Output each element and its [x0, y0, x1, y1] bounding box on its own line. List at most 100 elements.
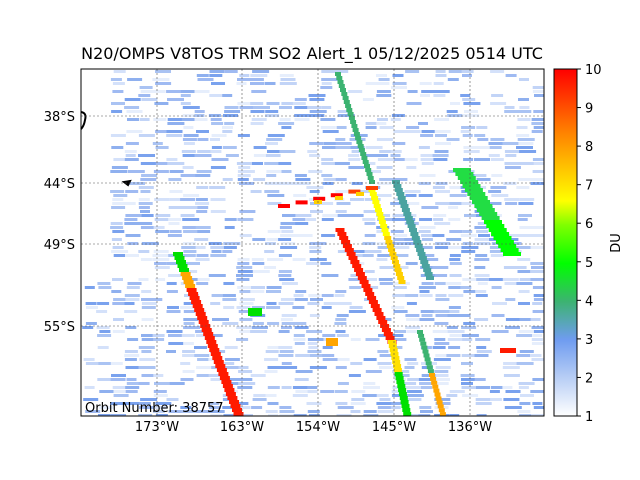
swath-pixel [393, 238, 406, 241]
swath-pixel [208, 374, 223, 377]
swath-pixel [516, 126, 528, 129]
swath-pixel [418, 414, 431, 416]
colorbar-tick-label: 7 [585, 179, 593, 194]
swath-pixel [265, 394, 277, 397]
swath-pixel [252, 162, 263, 165]
swath-pixel [348, 256, 358, 260]
swath-pixel [475, 290, 487, 293]
swath-pixel [138, 198, 150, 201]
swath-pixel [282, 214, 298, 217]
swath-pixel [349, 306, 363, 309]
swath-pixel [532, 86, 544, 89]
swath-pixel [279, 74, 294, 77]
swath-pixel [84, 386, 95, 389]
swath-pixel [503, 398, 520, 401]
swath-pixel [138, 206, 150, 209]
swath-pixel [448, 70, 466, 73]
graticule [81, 69, 544, 416]
swath-pixel [266, 170, 284, 173]
swath-pixel [355, 272, 365, 276]
swath-pixel [141, 174, 158, 177]
swath-pixel [449, 258, 461, 261]
swath-pixel [197, 206, 209, 209]
swath-pixel [85, 322, 97, 325]
swath-pixel [348, 189, 361, 194]
swath-pixel [421, 386, 432, 389]
swath-pixel [86, 306, 98, 309]
swath-pixel [236, 378, 253, 381]
swath-pixel [140, 90, 158, 93]
swath-pixel [168, 178, 182, 181]
swath-pixel [189, 296, 200, 300]
swath-pixel [405, 294, 419, 297]
swath-pixel [181, 254, 196, 257]
swath-pixel [174, 256, 185, 260]
swath-pixel [166, 134, 183, 137]
swath-pixel [169, 230, 182, 233]
swath-pixel [361, 284, 371, 288]
swath-pixel [155, 162, 171, 165]
swath-pixel [335, 366, 347, 369]
swath-pixel [377, 406, 395, 409]
swath-pixel [208, 402, 220, 405]
swath-pixel [533, 406, 544, 409]
swath-pixel [222, 298, 237, 301]
swath-pixel [397, 384, 406, 388]
swath-pixel [407, 90, 418, 93]
swath-pixel [461, 70, 474, 73]
swath-pixel [293, 294, 304, 297]
swath-pixel [462, 230, 473, 233]
swath-pixel [113, 318, 124, 321]
swath-pixel [182, 276, 193, 280]
swath-pixel [489, 278, 503, 281]
swath-pixel [376, 74, 387, 77]
swath-pixel [463, 290, 478, 293]
swath-pixel [384, 236, 392, 240]
swath-pixel [182, 354, 196, 357]
swath-pixel [153, 226, 165, 229]
swath-pixel [264, 358, 279, 361]
swath-pixel [380, 324, 390, 328]
swath-pixel [362, 242, 376, 245]
swath-pixel [168, 334, 182, 337]
swath-pixel [278, 274, 292, 277]
swath-pixel [167, 118, 184, 121]
swath-pixel [183, 302, 197, 305]
swath-pixel [351, 214, 364, 217]
swath-pixel [138, 154, 155, 157]
swath-pixel [448, 306, 461, 309]
swath-pixel [421, 130, 437, 133]
swath-pixel [378, 82, 390, 85]
swath-pixel [237, 262, 250, 265]
swath-pixel [439, 412, 446, 416]
swath-pixel [534, 94, 544, 97]
swath-pixel [448, 346, 461, 349]
swath-pixel [449, 230, 463, 233]
swath-pixel [195, 198, 208, 201]
swath-pixel [153, 250, 169, 253]
swath-pixel [354, 268, 364, 272]
swath-pixel [377, 182, 392, 185]
swath-pixel [169, 198, 187, 201]
swath-pixel [448, 218, 461, 221]
swath-pixel [222, 94, 233, 97]
swath-pixel [309, 110, 327, 113]
swath-pixel [472, 200, 490, 204]
swath-pixel [397, 276, 405, 280]
swath-pixel [434, 118, 450, 121]
swath-pixel [516, 266, 527, 269]
swath-pixel [475, 146, 490, 149]
swath-pixel [532, 402, 543, 405]
swath-pixel [391, 242, 405, 245]
swath-pixel [99, 330, 111, 333]
swath-pixel [321, 174, 333, 177]
swath-pixel [169, 170, 184, 173]
swath-pixel [435, 242, 451, 245]
swath-pixel [197, 78, 214, 81]
swath-pixel [407, 378, 420, 381]
swath-pixel [434, 222, 451, 225]
swath-pixel [307, 302, 320, 305]
swath-pixel [167, 162, 185, 165]
swath-pixel [266, 286, 282, 289]
swath-pixel [392, 360, 401, 364]
